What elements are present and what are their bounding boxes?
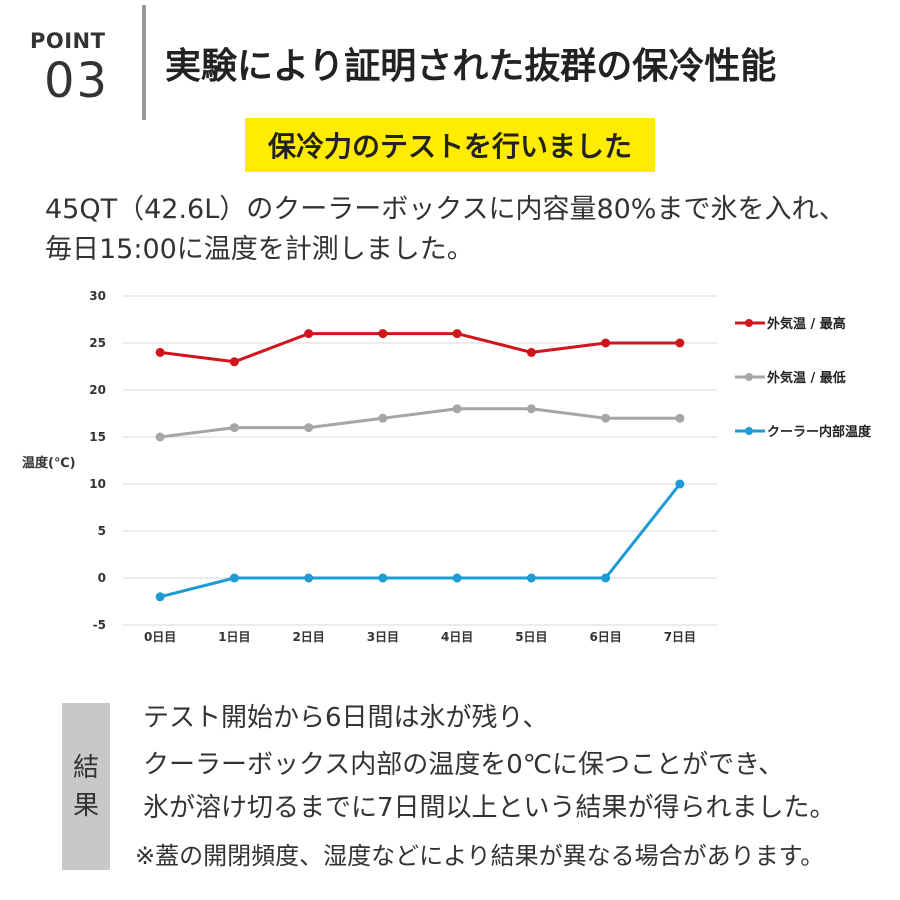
legend-item: 外気温 / 最高 [735, 316, 846, 332]
data-point [229, 423, 239, 433]
data-point [155, 347, 165, 357]
description-line-1: 45QT（42.6L）のクーラーボックスに内容量80%まで氷を入れ、 [45, 194, 846, 225]
result-label-box: 結 果 [62, 703, 110, 870]
result-line-1: テスト開始から6日間は氷が残り、 [143, 703, 549, 733]
legend-marker [745, 319, 753, 327]
data-point [675, 479, 685, 489]
data-point [378, 413, 388, 423]
data-point [452, 573, 462, 583]
test-badge-label: 保冷力のテストを行いました [267, 130, 632, 163]
data-point [526, 573, 536, 583]
data-point [304, 573, 314, 583]
x-tick-label: 7日目 [664, 630, 696, 644]
legend-item: クーラー内部温度 [735, 424, 872, 440]
data-point [526, 347, 536, 357]
page-title: 実験により証明された抜群の保冷性能 [165, 46, 777, 87]
data-point [378, 329, 388, 339]
series-1 [155, 329, 685, 367]
x-tick-label: 6日目 [589, 630, 621, 644]
axis-tick-labels: 30 25 20 15 10 5 0 -5 0日目 1日目 2日目 3日目 4日目 5日目 6日目 7日目 [89, 289, 696, 644]
legend-item: 外気温 / 最低 [735, 370, 846, 386]
result-line-3: 氷が溶け切るまでに7日間以上という結果が得られました。 [143, 793, 836, 823]
grid-lines [123, 295, 717, 626]
y-tick-label: 25 [89, 336, 106, 350]
y-tick-label: -5 [93, 618, 106, 632]
x-tick-label: 3日目 [367, 630, 399, 644]
legend-label: 外気温 / 最高 [766, 316, 846, 332]
data-point [229, 573, 239, 583]
data-point [675, 413, 685, 423]
x-tick-label: 1日目 [218, 630, 250, 644]
x-tick-label: 0日目 [144, 630, 176, 644]
y-axis-label: 温度(℃) [22, 455, 76, 471]
result-line-2: クーラーボックス内部の温度を0℃に保つことができ、 [143, 750, 785, 780]
series-line [159, 407, 680, 439]
series-2 [155, 404, 685, 442]
header-divider [142, 5, 146, 120]
result-note: ※蓋の開閉頻度、湿度などにより結果が異なる場合があります。 [135, 842, 825, 870]
data-point [304, 329, 314, 339]
series-3 [155, 479, 685, 602]
data-point [601, 338, 611, 348]
temperature-chart: 温度(℃) 30 25 20 15 10 5 0 -5 0日目 1日目 2日目 3日目 4日目 5日目 6日… [22, 289, 872, 644]
legend-marker [745, 427, 753, 435]
data-point [675, 338, 685, 348]
data-point [601, 573, 611, 583]
y-tick-label: 15 [89, 430, 106, 444]
data-point [304, 423, 314, 433]
data-point [452, 404, 462, 414]
result-label-char-1: 結 [72, 752, 99, 783]
point-label: POINT [30, 29, 106, 53]
data-point [452, 329, 462, 339]
point-number: 03 [44, 53, 110, 109]
description-line-2: 毎日15:00に温度を計測しました。 [45, 234, 474, 265]
x-tick-label: 2日目 [292, 630, 324, 644]
legend-marker [745, 373, 753, 381]
data-point [526, 404, 536, 414]
data-point [601, 413, 611, 423]
series-line [159, 332, 680, 364]
data-point [378, 573, 388, 583]
y-tick-label: 30 [89, 289, 106, 303]
test-badge: 保冷力のテストを行いました [245, 118, 655, 172]
legend-label: クーラー内部温度 [767, 424, 872, 440]
x-tick-label: 4日目 [441, 630, 473, 644]
y-tick-label: 20 [89, 383, 106, 397]
x-tick-label: 5日目 [515, 630, 547, 644]
legend-label: 外気温 / 最低 [766, 370, 846, 386]
y-tick-label: 5 [98, 524, 106, 538]
series-line [159, 483, 682, 599]
data-point [229, 357, 239, 367]
data-point [155, 592, 165, 602]
y-tick-label: 0 [98, 571, 106, 585]
y-tick-label: 10 [89, 477, 106, 491]
data-point [155, 432, 165, 442]
result-label-char-2: 果 [72, 790, 99, 821]
